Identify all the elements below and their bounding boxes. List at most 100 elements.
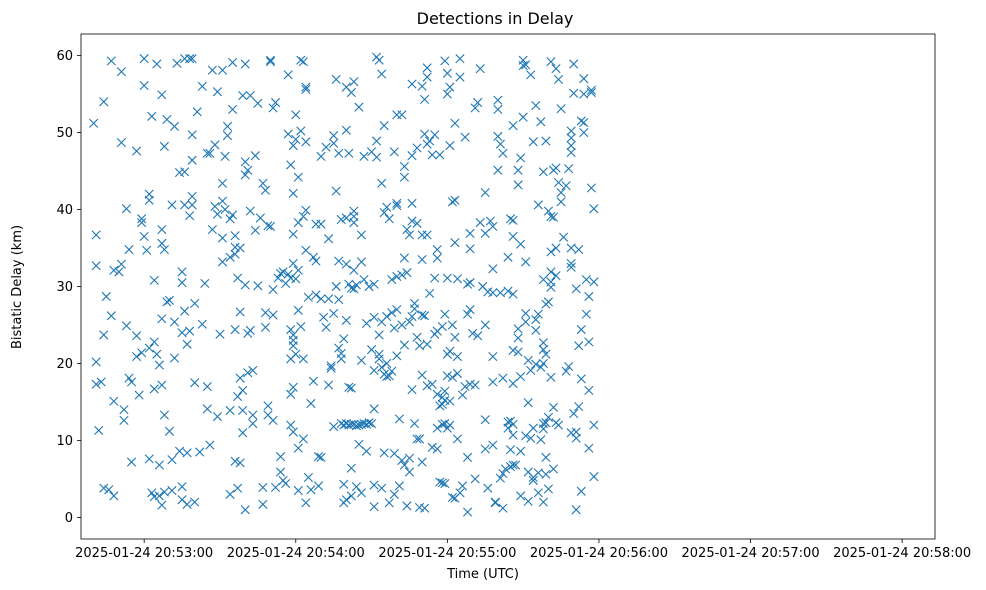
data-point-288: [344, 382, 354, 392]
data-point-319: [361, 446, 372, 456]
data-point-537: [508, 430, 518, 440]
data-point-154: [240, 280, 250, 290]
data-point-177: [263, 401, 273, 411]
data-point-35: [137, 348, 147, 358]
data-point-90: [185, 54, 195, 64]
data-point-548: [516, 446, 526, 456]
data-point-300: [349, 265, 359, 275]
data-point-197: [283, 129, 293, 139]
data-point-393: [409, 418, 420, 429]
data-point-447: [442, 273, 452, 283]
data-point-41: [144, 195, 154, 205]
data-point-111: [207, 65, 217, 75]
data-point-641: [574, 244, 584, 255]
data-point-378: [402, 224, 412, 235]
data-point-201: [286, 325, 296, 335]
data-point-248: [316, 151, 326, 161]
data-point-88: [182, 448, 192, 458]
data-point-408: [420, 129, 430, 139]
data-point-148: [238, 385, 248, 396]
data-point-28: [126, 457, 137, 467]
data-point-522: [503, 252, 513, 262]
data-point-119: [217, 65, 228, 75]
data-point-479: [462, 507, 473, 517]
data-point-625: [566, 126, 576, 136]
data-point-150: [238, 428, 248, 438]
data-point-253: [321, 142, 331, 152]
data-point-523: [503, 286, 513, 296]
data-point-175: [260, 322, 271, 332]
data-point-486: [470, 103, 480, 113]
data-point-42: [144, 343, 154, 353]
data-point-84: [180, 167, 190, 177]
data-point-388: [407, 216, 417, 226]
data-point-277: [339, 479, 349, 489]
data-point-24: [121, 321, 132, 331]
data-point-21: [119, 405, 129, 415]
data-point-631: [566, 262, 576, 272]
data-point-576: [533, 488, 543, 498]
data-point-51: [152, 349, 162, 359]
data-point-183: [268, 284, 278, 295]
data-point-374: [399, 172, 409, 182]
data-point-231: [301, 82, 311, 92]
data-point-152: [240, 157, 250, 167]
data-point-653: [584, 291, 594, 302]
data-point-478: [462, 452, 473, 462]
y-tick-label-0: 0: [65, 511, 73, 526]
data-point-531: [508, 215, 518, 225]
data-point-470: [455, 72, 465, 82]
data-point-655: [584, 443, 594, 453]
data-point-564: [526, 433, 536, 443]
data-point-429: [432, 423, 442, 433]
data-point-291: [346, 283, 356, 293]
data-point-608: [548, 464, 559, 474]
data-point-570: [531, 315, 541, 325]
data-point-444: [440, 478, 450, 489]
data-point-239: [306, 485, 316, 495]
data-point-573: [533, 200, 543, 210]
data-point-293: [346, 419, 356, 429]
data-point-624: [564, 361, 574, 372]
data-point-580: [538, 167, 548, 177]
data-point-549: [516, 491, 526, 501]
data-point-386: [407, 151, 417, 161]
data-point-660: [589, 204, 599, 214]
data-point-4: [91, 379, 101, 389]
data-point-161: [245, 325, 255, 335]
data-point-369: [397, 110, 407, 120]
data-point-77: [174, 446, 185, 456]
data-point-252: [318, 312, 329, 322]
data-point-404: [417, 310, 427, 320]
data-point-18: [116, 259, 127, 269]
data-point-189: [276, 268, 286, 279]
data-point-412: [422, 72, 432, 82]
data-point-299: [349, 218, 359, 228]
data-point-459: [447, 492, 458, 503]
data-point-251: [316, 452, 326, 462]
data-point-559: [523, 398, 533, 408]
data-point-10: [99, 483, 109, 493]
data-point-113: [210, 140, 220, 150]
data-point-30: [131, 331, 142, 341]
data-point-271: [336, 214, 346, 225]
data-point-149: [238, 405, 248, 416]
data-point-104: [197, 81, 207, 91]
data-point-296: [349, 77, 359, 87]
data-point-151: [240, 59, 250, 69]
data-point-397: [412, 434, 422, 444]
data-point-622: [561, 366, 571, 376]
data-point-639: [571, 505, 581, 515]
data-point-485: [468, 328, 478, 339]
data-point-57: [157, 238, 167, 248]
data-point-20: [116, 137, 127, 148]
data-point-461: [450, 195, 460, 205]
data-point-254: [321, 322, 331, 332]
data-point-421: [427, 442, 437, 452]
data-point-603: [546, 282, 556, 292]
data-point-228: [298, 211, 308, 222]
data-point-192: [278, 267, 288, 277]
x-tick-label-5: 2025-01-24 20:58:00: [833, 546, 971, 561]
data-point-325: [369, 279, 379, 289]
data-point-47: [149, 337, 159, 347]
